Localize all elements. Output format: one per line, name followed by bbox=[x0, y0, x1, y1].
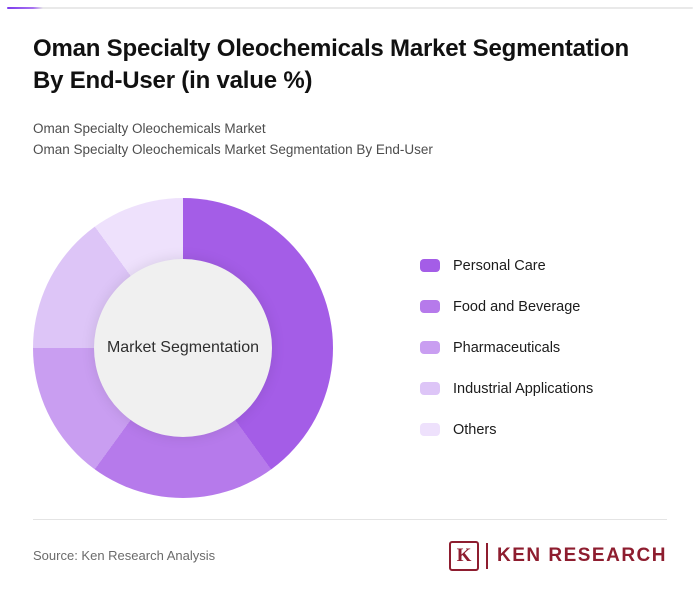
subtitles: Oman Specialty Oleochemicals Market Oman… bbox=[33, 119, 667, 160]
donut-chart: Market Segmentation bbox=[33, 197, 333, 498]
legend-label: Food and Beverage bbox=[453, 298, 581, 315]
legend-swatch bbox=[420, 423, 440, 437]
donut-hole: Market Segmentation bbox=[94, 258, 272, 437]
legend-label: Industrial Applications bbox=[453, 380, 594, 397]
legend-item-food-and-beverage: Food and Beverage bbox=[420, 299, 593, 315]
legend-swatch bbox=[420, 300, 440, 314]
legend: Personal Care Food and Beverage Pharmace… bbox=[420, 233, 593, 463]
chart-area: Market Segmentation Personal Care Food a… bbox=[0, 197, 700, 498]
legend-label: Personal Care bbox=[453, 257, 546, 274]
legend-item-others: Others bbox=[420, 422, 593, 438]
legend-label: Pharmaceuticals bbox=[453, 339, 561, 356]
header: Oman Specialty Oleochemicals Market Segm… bbox=[0, 0, 700, 160]
source-text: Source: Ken Research Analysis bbox=[33, 548, 216, 563]
ken-research-logo: K KEN RESEARCH bbox=[448, 540, 667, 571]
logo-k-icon: K bbox=[448, 540, 479, 571]
legend-item-industrial-applications: Industrial Applications bbox=[420, 381, 593, 397]
top-accent-bar bbox=[7, 7, 693, 9]
footer: Source: Ken Research Analysis K KEN RESE… bbox=[33, 519, 667, 591]
subtitle-segmentation: Oman Specialty Oleochemicals Market Segm… bbox=[33, 141, 433, 157]
subtitle-market: Oman Specialty Oleochemicals Market bbox=[33, 121, 266, 137]
donut-center-label: Market Segmentation bbox=[106, 338, 260, 356]
legend-swatch bbox=[420, 341, 440, 355]
logo-text: KEN RESEARCH bbox=[496, 544, 667, 566]
legend-item-personal-care: Personal Care bbox=[420, 258, 593, 274]
page-title-line2: By End-User (in value %) bbox=[33, 66, 313, 94]
legend-swatch bbox=[420, 382, 440, 396]
page-title: Oman Specialty Oleochemicals Market Segm… bbox=[33, 33, 667, 96]
logo-divider bbox=[485, 542, 488, 569]
legend-swatch bbox=[420, 259, 440, 273]
legend-item-pharmaceuticals: Pharmaceuticals bbox=[420, 340, 593, 356]
page-title-line1: Oman Specialty Oleochemicals Market Segm… bbox=[33, 35, 629, 62]
legend-label: Others bbox=[453, 421, 497, 438]
